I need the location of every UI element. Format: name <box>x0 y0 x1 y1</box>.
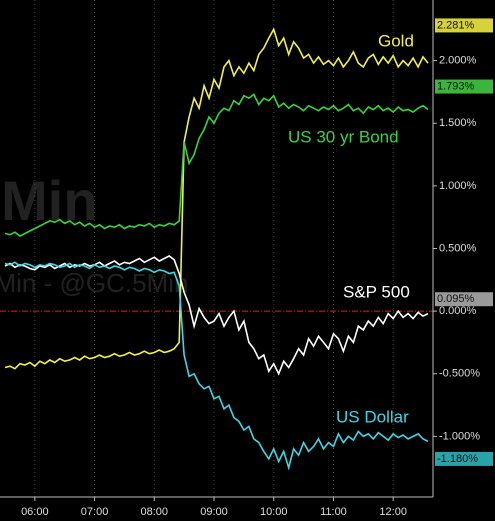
watermark: 5Min <box>0 169 98 232</box>
legend-label: S&P 500 <box>343 282 410 301</box>
series-line <box>4 27 429 370</box>
x-tick-label: 11:00 <box>320 506 347 518</box>
legend-label: US Dollar <box>336 407 409 426</box>
end-label: 2.281% <box>437 19 475 31</box>
legend-label: Gold <box>378 31 414 50</box>
x-tick-label: 10:00 <box>260 506 288 518</box>
x-tick-label: 08:00 <box>141 506 169 518</box>
end-label-box <box>435 451 493 466</box>
x-tick-label: 12:00 <box>379 506 407 518</box>
legend-label: US 30 yr Bond <box>288 127 399 146</box>
series-line <box>4 93 429 237</box>
end-label: 1.793% <box>437 80 475 92</box>
y-tick-label: -0.500% <box>439 368 480 380</box>
series-line <box>4 255 429 376</box>
end-label-box <box>435 292 493 307</box>
x-tick-label: 09:00 <box>200 506 228 518</box>
x-tick-label: 06:00 <box>21 506 49 518</box>
end-label: 0.095% <box>437 293 475 305</box>
y-tick-label: 0.500% <box>439 242 477 254</box>
end-label-box <box>435 18 493 33</box>
end-label-box <box>435 79 493 94</box>
y-tick-label: 0.000% <box>439 305 477 317</box>
series-line <box>4 261 429 471</box>
y-tick-label: 1.000% <box>439 180 477 192</box>
end-label: -1.180% <box>437 453 478 465</box>
x-tick-label: 07:00 <box>81 506 109 518</box>
y-tick-label: 2.000% <box>439 55 477 67</box>
y-tick-label: -1.000% <box>439 430 480 442</box>
y-tick-label: 1.500% <box>439 117 477 129</box>
